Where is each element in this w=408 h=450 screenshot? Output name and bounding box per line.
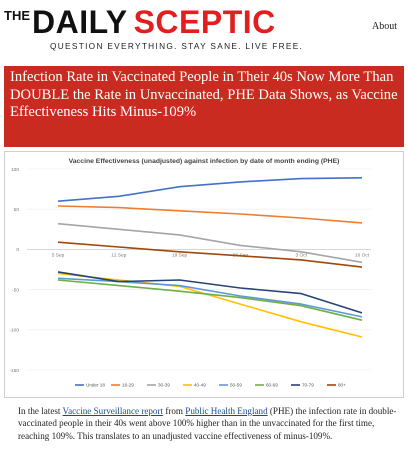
y-tick-label: -50 [12, 287, 19, 293]
vaccine-effectiveness-chart: Vaccine Effectiveness (unadjusted) again… [4, 151, 404, 398]
y-tick-label: 50 [14, 207, 20, 213]
legend-label: Under 18 [86, 383, 105, 388]
chart-title: Vaccine Effectiveness (unadjusted) again… [69, 158, 340, 165]
logo-sceptic: SCEPTIC [133, 4, 276, 40]
masthead: THEDAILY SCEPTIC QUESTION EVERYTHING. STA… [0, 0, 408, 60]
about-link[interactable]: About [372, 21, 397, 32]
vaccine-surveillance-report-link[interactable]: Vaccine Surveillance report [62, 406, 164, 416]
y-tick-label: 100 [11, 167, 19, 173]
public-health-england-link[interactable]: Public Health England [185, 406, 268, 416]
chart-series [57, 177, 363, 338]
article-intro: In the latest Vaccine Surveillance repor… [18, 405, 398, 442]
legend-label: 40-49 [194, 383, 206, 388]
y-tick-label: -100 [9, 328, 19, 334]
y-tick-label: -150 [9, 368, 19, 374]
series-line [57, 279, 363, 321]
intro-text-2: from [163, 406, 186, 416]
series-line [57, 222, 363, 264]
site-logo[interactable]: THEDAILY SCEPTIC [4, 4, 276, 41]
site-tagline: QUESTION EVERYTHING. STAY SANE. LIVE FRE… [50, 41, 304, 51]
intro-text-3: (PHE) the infection rate in double-vacci… [18, 406, 397, 441]
x-tick-label: 3 Oct [295, 252, 307, 258]
legend-label: 60-69 [266, 383, 278, 388]
chart-grid [27, 168, 371, 371]
logo-the: THE [4, 8, 30, 23]
logo-daily: DAILY [32, 4, 128, 40]
series-line [57, 271, 363, 314]
series-line [57, 277, 363, 318]
legend-label: 30-39 [158, 383, 170, 388]
y-tick-label: 0 [16, 247, 19, 253]
x-tick-label: 12 Sep [111, 252, 127, 258]
legend-label: 70-79 [302, 383, 314, 388]
intro-text-1: In the latest [18, 406, 63, 416]
chart-svg: Vaccine Effectiveness (unadjusted) again… [9, 158, 371, 388]
article-headline: Infection Rate in Vaccinated People in T… [10, 69, 398, 120]
headline-banner: Infection Rate in Vaccinated People in T… [4, 66, 404, 147]
legend-label: 50-59 [230, 383, 242, 388]
legend-label: 80+ [338, 383, 346, 388]
series-line [57, 241, 363, 268]
series-line [57, 272, 363, 338]
chart-legend: Under 18 18-29 30-39 40-49 50-59 60-69 70-79 80… [75, 383, 346, 388]
x-tick-label: 10 Oct [355, 252, 370, 258]
x-tick-label: 19 Sep [172, 252, 188, 258]
chart-y-ticks: 100 50 0 -50 -100 -150 [9, 167, 19, 374]
series-line [57, 177, 363, 202]
legend-label: 18-29 [122, 383, 134, 388]
x-tick-label: 5 Sep [52, 252, 65, 258]
series-line [57, 205, 363, 224]
